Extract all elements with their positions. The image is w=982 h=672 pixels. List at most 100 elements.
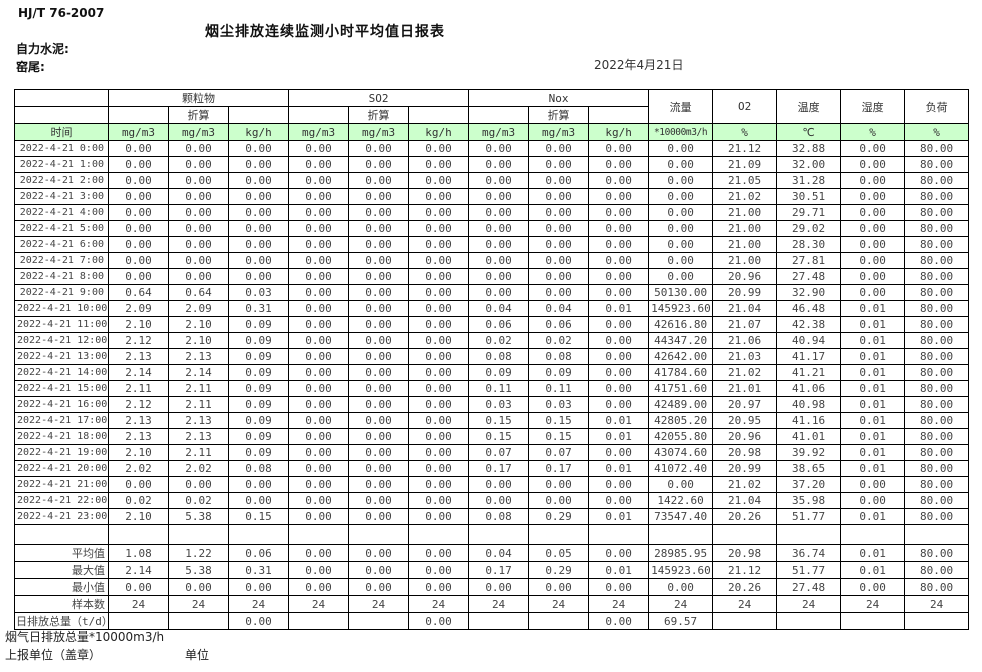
table-row: 2022-4-21 2:00 0.00 0.00 0.00 0.00 0.00 0.00 0.… bbox=[14, 172, 970, 189]
value-cell: 80.00 bbox=[904, 544, 970, 562]
value-cell: 0.00 bbox=[168, 172, 229, 189]
value-cell: 0.00 bbox=[588, 236, 650, 253]
value-cell: 0.00 bbox=[348, 412, 410, 429]
value-cell: 0.15 bbox=[528, 428, 590, 445]
value-cell: 21.02 bbox=[712, 476, 778, 493]
value-cell: 0.00 bbox=[168, 140, 229, 157]
value-cell: 0.29 bbox=[528, 561, 590, 579]
value-cell: 21.12 bbox=[712, 140, 778, 157]
value-cell: 0.01 bbox=[840, 396, 906, 413]
value-cell: 0.01 bbox=[840, 444, 906, 461]
value-cell: 21.09 bbox=[712, 156, 778, 173]
value-cell: 0.00 bbox=[348, 188, 410, 205]
value-cell: 0.00 bbox=[108, 578, 169, 596]
value-cell: 0.00 bbox=[288, 444, 350, 461]
value-cell: 2.14 bbox=[108, 364, 169, 381]
value-cell: 0.00 bbox=[108, 204, 169, 221]
value-cell: 24 bbox=[168, 595, 229, 613]
blank-cell bbox=[168, 524, 229, 545]
value-cell: 2.09 bbox=[108, 300, 169, 317]
value-cell: 28985.95 bbox=[648, 544, 714, 562]
value-cell: 2.11 bbox=[108, 380, 169, 397]
value-cell: 38.65 bbox=[776, 460, 842, 477]
value-cell: 0.00 bbox=[227, 220, 290, 237]
value-cell: 0.00 bbox=[840, 220, 906, 237]
value-cell: 0.06 bbox=[227, 544, 290, 562]
value-cell: 20.26 bbox=[712, 508, 778, 525]
time-cell: 2022-4-21 19:00 bbox=[14, 444, 109, 461]
value-cell: 0.00 bbox=[648, 578, 714, 596]
value-cell: 0.00 bbox=[408, 444, 470, 461]
value-cell: 80.00 bbox=[904, 428, 970, 445]
value-cell: 0.00 bbox=[108, 476, 169, 493]
value-cell: 80.00 bbox=[904, 561, 970, 579]
value-cell: 41.17 bbox=[776, 348, 842, 365]
unit-header: kg/h bbox=[227, 123, 290, 141]
value-cell: 0.00 bbox=[108, 220, 169, 237]
value-cell: 0.00 bbox=[408, 364, 470, 381]
value-cell: 46.48 bbox=[776, 300, 842, 317]
value-cell: 0.00 bbox=[468, 140, 530, 157]
table-row: 2022-4-21 12:00 2.12 2.10 0.09 0.00 0.00 0.00 0… bbox=[14, 332, 970, 349]
value-cell: 0.00 bbox=[408, 561, 470, 579]
value-cell: 0.00 bbox=[348, 380, 410, 397]
value-cell: 0.00 bbox=[468, 284, 530, 301]
time-cell: 2022-4-21 22:00 bbox=[14, 492, 109, 509]
value-cell: 0.03 bbox=[227, 284, 290, 301]
value-cell: 0.04 bbox=[468, 544, 530, 562]
value-cell: 0.64 bbox=[168, 284, 229, 301]
time-cell: 2022-4-21 18:00 bbox=[14, 428, 109, 445]
table-row: 2022-4-21 13:00 2.13 2.13 0.09 0.00 0.00 0.00 0… bbox=[14, 348, 970, 365]
value-cell: 0.11 bbox=[528, 380, 590, 397]
value-cell: 0.00 bbox=[288, 364, 350, 381]
value-cell: 0.01 bbox=[840, 561, 906, 579]
value-cell: 0.00 bbox=[528, 236, 590, 253]
value-cell: 0.00 bbox=[588, 188, 650, 205]
value-cell: 0.15 bbox=[468, 412, 530, 429]
value-cell: 0.00 bbox=[468, 492, 530, 509]
time-cell: 2022-4-21 20:00 bbox=[14, 460, 109, 477]
value-cell: 0.01 bbox=[840, 316, 906, 333]
value-cell: 0.00 bbox=[348, 156, 410, 173]
value-cell: 0.00 bbox=[840, 268, 906, 285]
value-cell: 0.00 bbox=[840, 252, 906, 269]
value-cell: 0.00 bbox=[468, 236, 530, 253]
value-cell: 24 bbox=[648, 595, 714, 613]
value-cell: 0.00 bbox=[648, 188, 714, 205]
value-cell: 0.00 bbox=[348, 172, 410, 189]
blank-cell bbox=[648, 524, 714, 545]
value-cell: 21.04 bbox=[712, 300, 778, 317]
value-cell: 0.01 bbox=[588, 412, 650, 429]
value-cell: 0.00 bbox=[168, 476, 229, 493]
value-cell: 0.00 bbox=[288, 236, 350, 253]
value-cell: 0.00 bbox=[288, 578, 350, 596]
table-row: 2022-4-21 14:00 2.14 2.14 0.09 0.00 0.00 0.00 0… bbox=[14, 364, 970, 381]
spacer-row bbox=[14, 524, 970, 545]
blank-cell bbox=[468, 524, 530, 545]
value-cell: 0.00 bbox=[348, 236, 410, 253]
value-cell: 20.99 bbox=[712, 460, 778, 477]
value-cell: 41.21 bbox=[776, 364, 842, 381]
value-cell: 20.96 bbox=[712, 428, 778, 445]
unit-header: mg/m3 bbox=[348, 123, 410, 141]
value-cell: 1422.60 bbox=[648, 492, 714, 509]
time-cell: 2022-4-21 2:00 bbox=[14, 172, 109, 189]
table-row: 2022-4-21 8:00 0.00 0.00 0.00 0.00 0.00 0.00 0.… bbox=[14, 268, 970, 285]
value-cell: 0.00 bbox=[468, 204, 530, 221]
value-cell: 0.01 bbox=[840, 332, 906, 349]
value-cell: 0.07 bbox=[528, 444, 590, 461]
value-cell: 0.05 bbox=[528, 544, 590, 562]
value-cell: 24 bbox=[108, 595, 169, 613]
value-cell: 0.08 bbox=[468, 508, 530, 525]
report-table: 颗粒物 SO2 Nox 流量 O2 温度 湿度 负荷 折算 折算 折算 时间 mg/m3 mg/m3 kg/… bbox=[14, 89, 970, 630]
value-cell: 2.11 bbox=[168, 380, 229, 397]
page-title: 烟尘排放连续监测小时平均值日报表 bbox=[205, 24, 445, 40]
value-cell: 41.01 bbox=[776, 428, 842, 445]
value-cell: 0.00 bbox=[588, 396, 650, 413]
value-cell: 0.00 bbox=[408, 316, 470, 333]
blank-cell bbox=[776, 524, 842, 545]
value-cell: 0.00 bbox=[348, 316, 410, 333]
value-cell: 0.00 bbox=[588, 380, 650, 397]
value-cell: 0.00 bbox=[648, 156, 714, 173]
unit-header: ℃ bbox=[776, 123, 842, 141]
